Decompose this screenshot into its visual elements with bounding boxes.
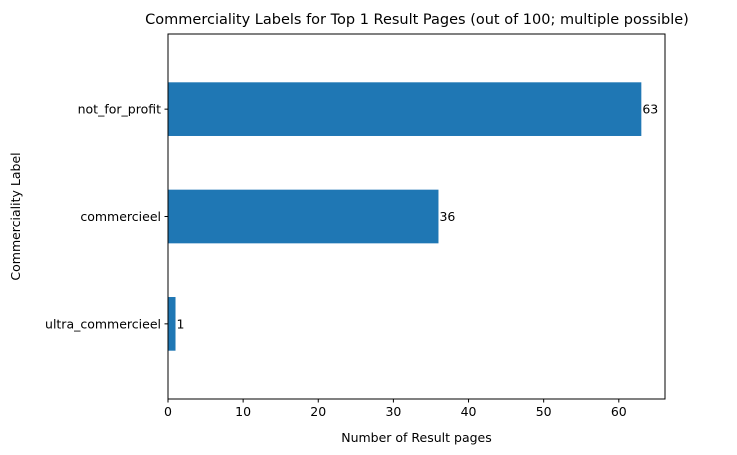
x-tick-label-50: 50 <box>536 404 552 419</box>
data-label-ultra_commercieel: 1 <box>177 316 185 331</box>
data-labels-group: 63 36 1 <box>177 102 659 332</box>
y-tick-label-commercieel: commercieel <box>80 209 161 224</box>
y-axis-label: Commerciality Label <box>8 152 23 280</box>
bar-not_for_profit <box>168 82 642 136</box>
data-label-commercieel: 36 <box>439 209 455 224</box>
plot-frame <box>167 33 666 400</box>
x-tick-label-10: 10 <box>235 404 251 419</box>
bar-ultra_commercieel <box>168 297 176 351</box>
x-tick-label-30: 30 <box>385 404 401 419</box>
y-tick-label-ultra_commercieel: ultra_commercieel <box>45 316 161 331</box>
bar-commercieel <box>168 189 439 244</box>
y-axis-ticks: not_for_profit commercieel ultra_commercie… <box>45 102 168 331</box>
chart-title: Commerciality Labels for Top 1 Result Pa… <box>145 12 689 28</box>
bars-group <box>168 82 642 351</box>
x-tick-label-40: 40 <box>461 404 477 419</box>
data-label-not_for_profit: 63 <box>642 102 658 117</box>
x-tick-label-60: 60 <box>611 404 627 419</box>
x-tick-label-20: 20 <box>310 404 326 419</box>
x-tick-label-0: 0 <box>164 404 172 419</box>
x-axis-label: Number of Result pages <box>341 430 492 445</box>
y-tick-label-not_for_profit: not_for_profit <box>78 102 161 117</box>
x-axis-ticks: 0 10 20 30 40 50 60 <box>164 399 627 419</box>
